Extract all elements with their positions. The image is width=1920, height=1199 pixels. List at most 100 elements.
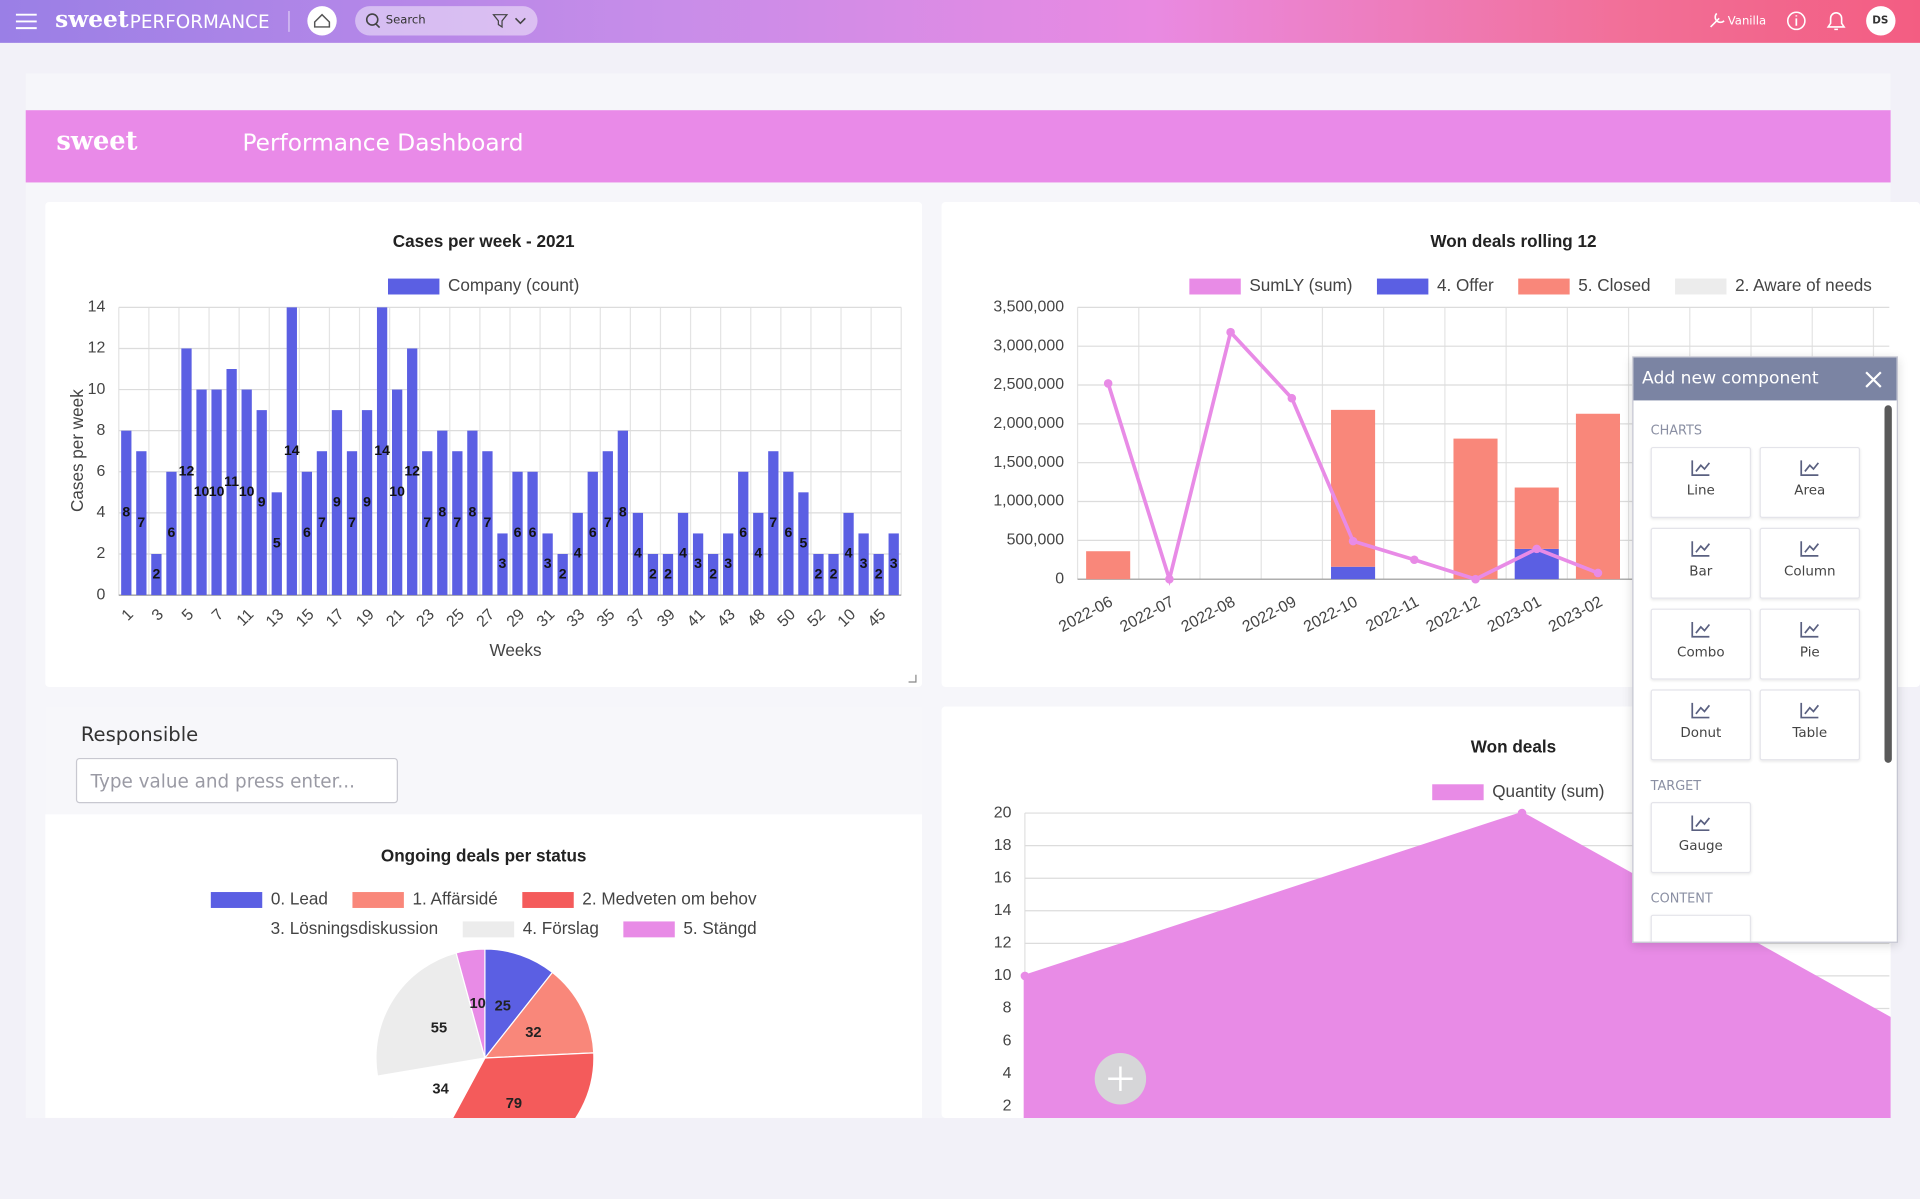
bar [437, 430, 448, 596]
data-label: 2 [649, 565, 657, 581]
top-bar: sweet PERFORMANCE Search Vanilla DS [0, 0, 1920, 43]
y-axis-title: Cases per week [67, 389, 87, 512]
dashboard-title: Performance Dashboard [242, 129, 524, 157]
icon-glyph [1800, 702, 1820, 719]
info-icon[interactable] [1786, 11, 1806, 31]
point [1410, 555, 1419, 565]
y-tick-label: 3,000,000 [993, 337, 1064, 354]
data-label: 8 [619, 504, 627, 520]
point [1020, 971, 1030, 981]
banner: sweet Performance Dashboard [25, 110, 1891, 183]
y-tick-label: 20 [994, 804, 1012, 821]
icon-glyph [1800, 541, 1820, 557]
legend-swatch [352, 892, 404, 908]
menu-icon[interactable] [15, 13, 37, 30]
data-label: 6 [303, 524, 311, 540]
search-placeholder[interactable]: Search [385, 13, 426, 27]
data-label: 8 [438, 504, 446, 520]
close-button[interactable] [1864, 370, 1884, 390]
resize-handle[interactable] [908, 674, 917, 683]
y-tick-label: 10 [88, 381, 106, 398]
data-label: 8 [122, 504, 130, 520]
data-label: 3 [890, 555, 898, 571]
bell-icon[interactable] [1826, 12, 1846, 31]
icon-glyph [1691, 702, 1711, 719]
y-tick-label: 2 [1003, 1097, 1012, 1114]
legend-label: 1. Affärsidé [412, 889, 497, 909]
filter-icon[interactable] [492, 14, 509, 29]
component-label: Pie [1799, 644, 1820, 661]
legend-label: Company (count) [448, 275, 579, 295]
data-label: 4 [574, 545, 582, 561]
bar [211, 389, 222, 596]
workspace-name[interactable]: Vanilla [1727, 14, 1767, 29]
data-label: 9 [363, 493, 371, 509]
component-option[interactable] [1650, 914, 1752, 942]
component-grid: Gauge [1650, 802, 1897, 874]
bar [286, 307, 297, 596]
bar [346, 451, 358, 596]
bar [692, 533, 704, 596]
component-option[interactable]: Column [1759, 527, 1861, 599]
legend-swatch [522, 892, 574, 908]
data-label: 10 [239, 483, 255, 499]
data-label: 10 [194, 483, 210, 499]
bar [753, 512, 764, 596]
data-label: 2 [830, 565, 838, 581]
bar [813, 553, 824, 596]
data-label: 10 [209, 483, 225, 499]
data-label: 3 [724, 555, 732, 571]
data-label: 3 [694, 555, 702, 571]
scrollbar[interactable] [1884, 405, 1892, 763]
avatar[interactable] [1866, 6, 1896, 36]
component-option[interactable]: Table [1759, 689, 1861, 761]
component-option[interactable]: Bar [1650, 527, 1752, 599]
y-tick-label: 1,000,000 [993, 493, 1064, 510]
bar [316, 451, 328, 596]
point [1103, 379, 1113, 388]
data-label: 4 [754, 545, 762, 561]
bar [482, 451, 493, 596]
legend-swatch [210, 892, 263, 908]
data-label: 2 [152, 565, 160, 581]
chevron[interactable] [514, 17, 526, 25]
search-box[interactable] [355, 6, 538, 36]
component-option[interactable]: Gauge [1650, 802, 1752, 874]
bar [662, 553, 674, 596]
data-label: 12 [179, 462, 195, 478]
y-tick-label: 2,000,000 [993, 415, 1064, 432]
icon-glyph [1691, 460, 1711, 476]
home-button[interactable] [307, 6, 337, 36]
point [1348, 536, 1358, 546]
legend-swatch [1376, 278, 1429, 295]
component-option[interactable]: Combo [1650, 608, 1752, 680]
icon-glyph [1691, 815, 1711, 832]
data-label: 6 [168, 524, 176, 540]
legend-swatch [387, 278, 440, 295]
filter-input[interactable]: Type value and press enter... [75, 757, 398, 804]
component-option[interactable]: Line [1650, 446, 1752, 518]
data-label: 6 [529, 524, 537, 540]
panel-title: Add new component [1642, 368, 1819, 389]
bar [768, 451, 779, 596]
bar [331, 410, 343, 596]
data-label: 10 [389, 483, 405, 499]
component-option[interactable]: Pie [1759, 608, 1861, 680]
section-title: CHARTS [1650, 423, 1703, 439]
legend-label: 5. Closed [1578, 275, 1650, 295]
logo-light: PERFORMANCE [129, 11, 270, 34]
component-grid [1650, 914, 1897, 942]
component-option[interactable]: Donut [1650, 689, 1752, 761]
bar [542, 533, 553, 596]
data-label: 7 [137, 514, 145, 530]
bar [858, 533, 869, 596]
data-label: 11 [224, 473, 239, 489]
component-option[interactable]: Area [1759, 446, 1861, 518]
panel-body: CHARTS Line Area Bar Column Combo Pie Donut Tabl… [1633, 400, 1896, 942]
bar [723, 533, 734, 596]
add-button[interactable] [1094, 1053, 1147, 1105]
y-tick-label: 12 [994, 935, 1012, 952]
bar [557, 553, 568, 596]
avatar-initials[interactable]: DS [1872, 14, 1889, 27]
